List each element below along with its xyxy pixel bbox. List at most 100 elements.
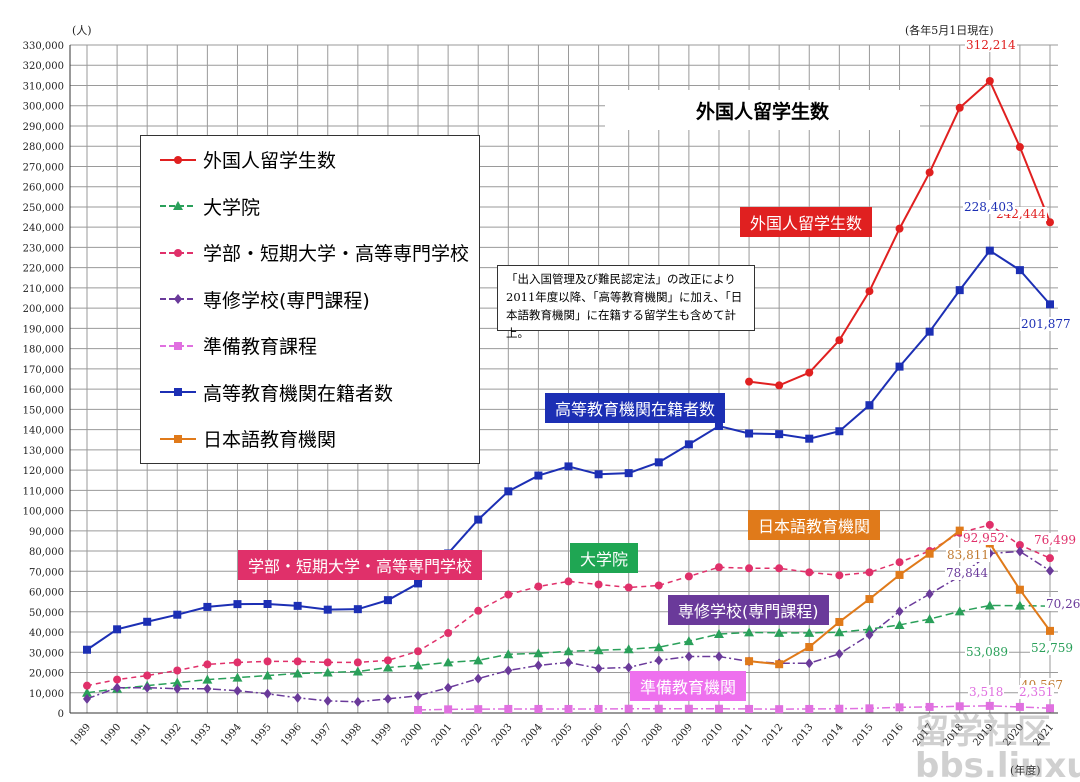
y-tick-label: 270,000	[23, 162, 64, 173]
y-tick-label: 80,000	[29, 547, 64, 558]
y-tick-label: 250,000	[23, 203, 64, 214]
data-point	[683, 636, 694, 646]
x-tick-label: 1995	[249, 722, 274, 749]
x-tick-label: 2008	[640, 722, 665, 749]
data-point	[383, 693, 392, 704]
x-tick-label: 2010	[700, 722, 725, 749]
legend-item: 大学院	[159, 193, 260, 220]
data-point	[745, 377, 754, 386]
data-point	[594, 663, 603, 674]
series-4	[414, 701, 1054, 714]
y-tick-label: 280,000	[23, 142, 64, 153]
y-tick-label: 330,000	[23, 41, 64, 52]
data-point	[835, 427, 844, 436]
series-line	[418, 705, 1051, 711]
data-point	[143, 671, 152, 680]
data-point	[745, 429, 754, 438]
x-tick-label: 1994	[219, 722, 244, 749]
data-label: 70,268	[1045, 597, 1080, 611]
legend-label: 学部・短期大学・高等専門学校	[203, 243, 470, 265]
data-point	[865, 568, 874, 577]
y-tick-label: 30,000	[29, 648, 64, 659]
legend-marker	[174, 248, 182, 257]
x-tick-label: 1997	[309, 722, 334, 749]
data-point	[143, 617, 152, 626]
legend-label: 専修学校(専門課程)	[203, 289, 370, 312]
data-point	[382, 662, 393, 672]
data-point	[653, 642, 664, 652]
x-tick-label: 2016	[881, 722, 906, 749]
data-point	[143, 682, 152, 693]
legend-marker	[174, 434, 182, 443]
data-point	[775, 381, 784, 390]
data-point	[624, 583, 633, 592]
data-point	[232, 672, 243, 682]
data-point	[203, 660, 212, 669]
series-0	[745, 77, 1054, 390]
data-point	[323, 695, 332, 706]
legend-marker	[173, 201, 183, 210]
data-label: 228,403	[963, 200, 1015, 214]
data-point	[504, 665, 513, 676]
data-point	[444, 705, 453, 714]
data-point	[805, 368, 814, 377]
data-point	[173, 666, 182, 675]
y-tick-label: 120,000	[23, 466, 64, 477]
data-point	[173, 683, 182, 694]
legend-swatch-icon	[160, 155, 196, 164]
series-callout: 高等教育機関在籍者数	[545, 393, 726, 423]
legend-swatch-icon	[160, 388, 196, 396]
data-point	[503, 649, 514, 659]
x-tick-label: 1989	[69, 722, 94, 749]
date-note: (各年5月1日現在)	[905, 24, 994, 37]
y-tick-label: 310,000	[23, 81, 64, 92]
x-tick-label: 2009	[670, 722, 695, 749]
data-point	[534, 471, 543, 480]
data-point	[745, 564, 754, 573]
data-point	[444, 629, 453, 638]
x-tick-label: 2001	[430, 722, 455, 749]
data-point	[504, 590, 513, 599]
y-tick-label: 210,000	[23, 284, 64, 295]
y-tick-label: 50,000	[29, 608, 64, 619]
data-point	[504, 487, 513, 496]
legend-marker	[174, 388, 182, 396]
data-point	[1015, 546, 1024, 557]
data-point	[383, 596, 392, 605]
series-line	[86, 550, 1051, 703]
data-point	[714, 651, 723, 662]
data-point	[293, 657, 302, 666]
data-point	[984, 600, 995, 610]
data-point	[173, 610, 182, 619]
data-point	[352, 666, 363, 676]
data-point	[83, 693, 91, 704]
data-point	[1046, 704, 1054, 713]
data-point	[564, 462, 573, 471]
data-point	[684, 651, 693, 662]
data-point	[474, 705, 483, 714]
data-point	[684, 440, 693, 449]
legend-label: 日本語教育機関	[203, 429, 337, 451]
legend-swatch-icon	[160, 248, 196, 257]
data-point	[805, 643, 814, 652]
y-tick-label: 190,000	[23, 324, 64, 335]
data-point	[414, 690, 423, 701]
data-point	[985, 77, 994, 86]
y-tick-label: 140,000	[23, 426, 64, 437]
y-tick-label: 230,000	[23, 243, 64, 254]
data-point	[954, 606, 965, 616]
x-tick-label: 1999	[369, 722, 394, 749]
series-callout: 専修学校(専門課程)	[668, 595, 829, 625]
series-1	[82, 600, 1055, 697]
y-tick-label: 10,000	[29, 689, 64, 700]
data-point	[263, 657, 272, 666]
data-point	[594, 470, 603, 479]
data-point	[835, 704, 844, 713]
data-point	[534, 704, 543, 713]
series-line	[86, 524, 1051, 687]
legend-label: 高等教育機関在籍者数	[203, 382, 394, 405]
x-tick-label: 1992	[159, 722, 184, 749]
data-point	[925, 549, 934, 558]
x-tick-label: 2002	[460, 722, 485, 749]
